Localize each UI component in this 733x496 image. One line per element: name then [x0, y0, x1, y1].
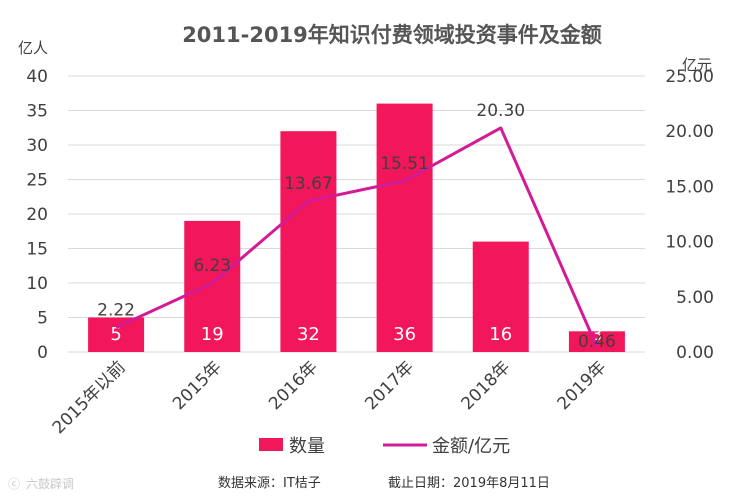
chart-title: 2011-2019年知识付费领域投资事件及金额	[182, 23, 602, 47]
x-tick-label: 2015年以前	[49, 357, 130, 438]
left-tick-label: 20	[26, 205, 48, 225]
bar	[568, 331, 625, 352]
line-value-label: 0.46	[578, 332, 616, 352]
gridlines	[68, 75, 645, 353]
line-value-label: 6.23	[193, 256, 231, 276]
bar	[472, 241, 529, 352]
right-tick-label: 10.00	[665, 233, 714, 253]
x-tick-label: 2016年	[265, 357, 322, 414]
bar	[88, 317, 145, 352]
legend: 数量 金额/亿元	[259, 436, 510, 457]
line-value-label: 13.67	[284, 174, 333, 194]
right-tick-label: 5.00	[676, 288, 714, 308]
left-tick-label: 40	[26, 67, 48, 87]
right-axis-ticks: 0.00 5.00 10.00 15.00 20.00 25.00	[665, 67, 714, 363]
x-tick-label: 2019年	[554, 357, 611, 414]
left-tick-label: 35	[26, 102, 48, 122]
right-tick-label: 25.00	[665, 67, 714, 87]
legend-label-count: 数量	[289, 436, 325, 457]
left-tick-label: 5	[37, 309, 48, 329]
bar-value-label: 36	[393, 324, 416, 345]
bar-value-label: 16	[489, 324, 512, 345]
bar-value-label: 5	[110, 324, 121, 345]
bar-value-label: 3	[591, 324, 602, 345]
x-tick-label: 2015年	[169, 357, 226, 414]
data-source: 数据来源：IT桔子	[218, 476, 321, 491]
legend-swatch-count	[259, 438, 283, 451]
left-axis-ticks: 0 5 10 15 20 25 30 35 40	[26, 67, 48, 363]
bar-value-label: 19	[201, 324, 224, 345]
left-tick-label: 25	[26, 171, 48, 191]
watermark-text: 六鼓辟调	[26, 476, 74, 491]
x-tick-label: 2018年	[458, 357, 515, 414]
watermark: ⓒ 六鼓辟调	[8, 476, 74, 491]
cutoff-date: 截止日期：2019年8月11日	[388, 476, 550, 491]
bar-series: 5 19 32 36 16 3	[88, 103, 625, 352]
legend-label-amount: 金额/亿元	[432, 436, 510, 457]
line-value-label: 20.30	[476, 101, 525, 121]
left-tick-label: 15	[26, 240, 48, 260]
bar-value-label: 32	[297, 324, 320, 345]
line-value-label: 2.22	[97, 300, 135, 320]
watermark-logo-icon: ⓒ	[8, 477, 20, 491]
x-axis-ticks: 2015年以前 2015年 2016年 2017年 2018年 2019年	[49, 357, 611, 438]
right-tick-label: 20.00	[665, 122, 714, 142]
left-tick-label: 0	[37, 343, 48, 363]
left-axis-unit: 亿人	[18, 39, 48, 57]
bar	[184, 220, 241, 352]
bar	[280, 131, 337, 352]
amount-line	[115, 126, 599, 348]
left-tick-label: 10	[26, 274, 48, 294]
x-tick-label: 2017年	[361, 357, 418, 414]
right-axis-unit: 亿元	[682, 56, 712, 74]
left-tick-label: 30	[26, 136, 48, 156]
line-value-label: 15.51	[380, 154, 429, 174]
right-tick-label: 15.00	[665, 177, 714, 197]
bar	[376, 103, 433, 352]
right-tick-label: 0.00	[676, 343, 714, 363]
line-series: 2.22 6.23 13.67 15.51 20.30 0.46	[97, 101, 616, 352]
